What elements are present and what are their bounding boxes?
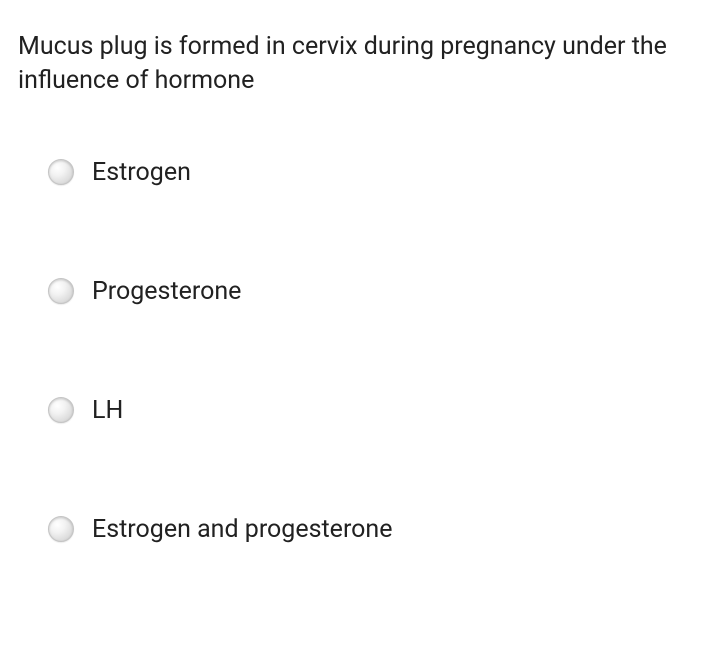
radio-icon[interactable] xyxy=(48,159,74,185)
option-label: Estrogen and progesterone xyxy=(92,515,393,544)
options-group: Estrogen Progesterone LH Estrogen and pr… xyxy=(18,158,701,544)
option-row[interactable]: Estrogen and progesterone xyxy=(48,515,701,544)
option-label: Progesterone xyxy=(92,277,241,306)
option-row[interactable]: Estrogen xyxy=(48,158,701,187)
option-label: LH xyxy=(92,396,123,425)
option-row[interactable]: LH xyxy=(48,396,701,425)
option-row[interactable]: Progesterone xyxy=(48,277,701,306)
question-text: Mucus plug is formed in cervix during pr… xyxy=(18,30,701,98)
option-label: Estrogen xyxy=(92,158,191,187)
radio-icon[interactable] xyxy=(48,397,74,423)
radio-icon[interactable] xyxy=(48,516,74,542)
radio-icon[interactable] xyxy=(48,278,74,304)
